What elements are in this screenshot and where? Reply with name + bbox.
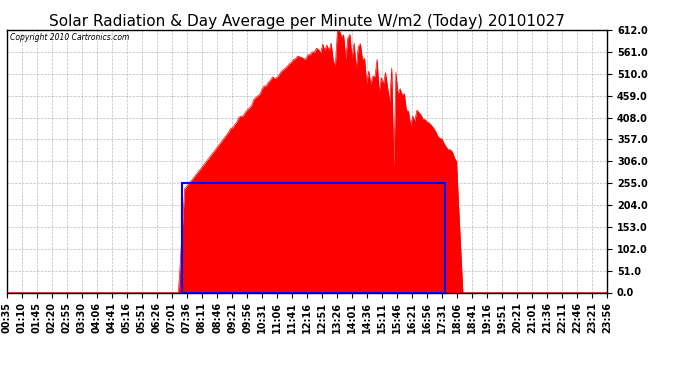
Bar (182, 183, 445, 292)
Text: Copyright 2010 Cartronics.com: Copyright 2010 Cartronics.com (10, 33, 129, 42)
Title: Solar Radiation & Day Average per Minute W/m2 (Today) 20101027: Solar Radiation & Day Average per Minute… (49, 14, 565, 29)
